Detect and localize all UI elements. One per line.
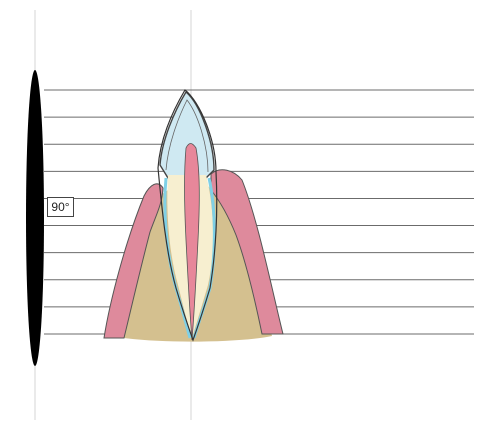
gingiva-right: [210, 169, 284, 335]
angle-label-90-degrees: 90°: [47, 197, 74, 217]
gingiva-left: [103, 183, 164, 339]
enamel-crown: [159, 90, 215, 179]
film-receptor: [26, 70, 44, 366]
tooth-outline: [157, 89, 218, 342]
crown-inner-outline: [165, 99, 209, 173]
pulp: [184, 143, 200, 341]
